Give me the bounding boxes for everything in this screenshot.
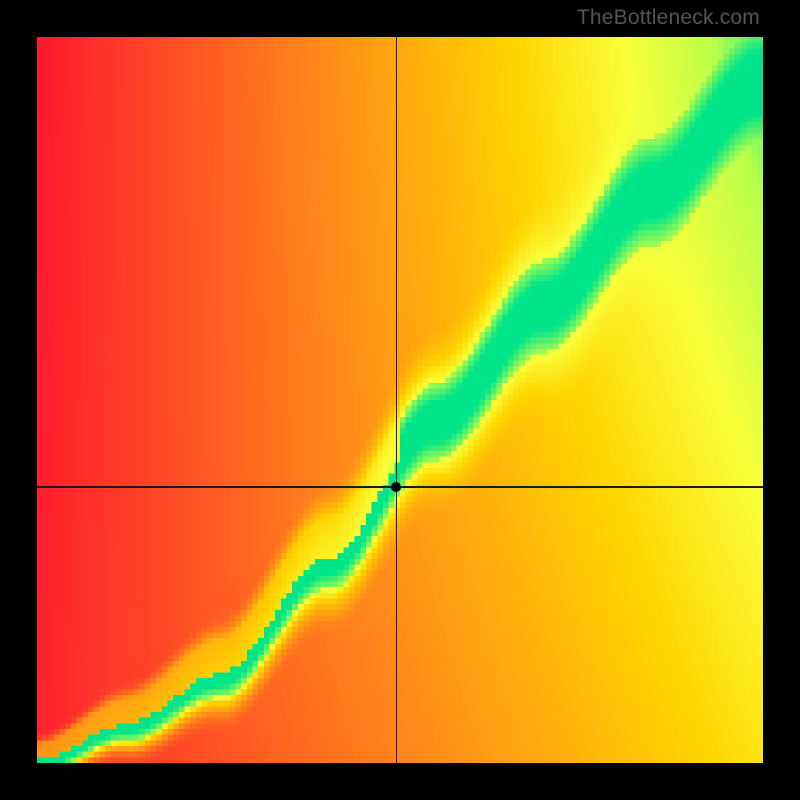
watermark-text: TheBottleneck.com [577, 6, 760, 30]
bottleneck-heatmap [37, 37, 763, 763]
crosshair-vertical [396, 37, 397, 763]
chart-stage: TheBottleneck.com [0, 0, 800, 800]
